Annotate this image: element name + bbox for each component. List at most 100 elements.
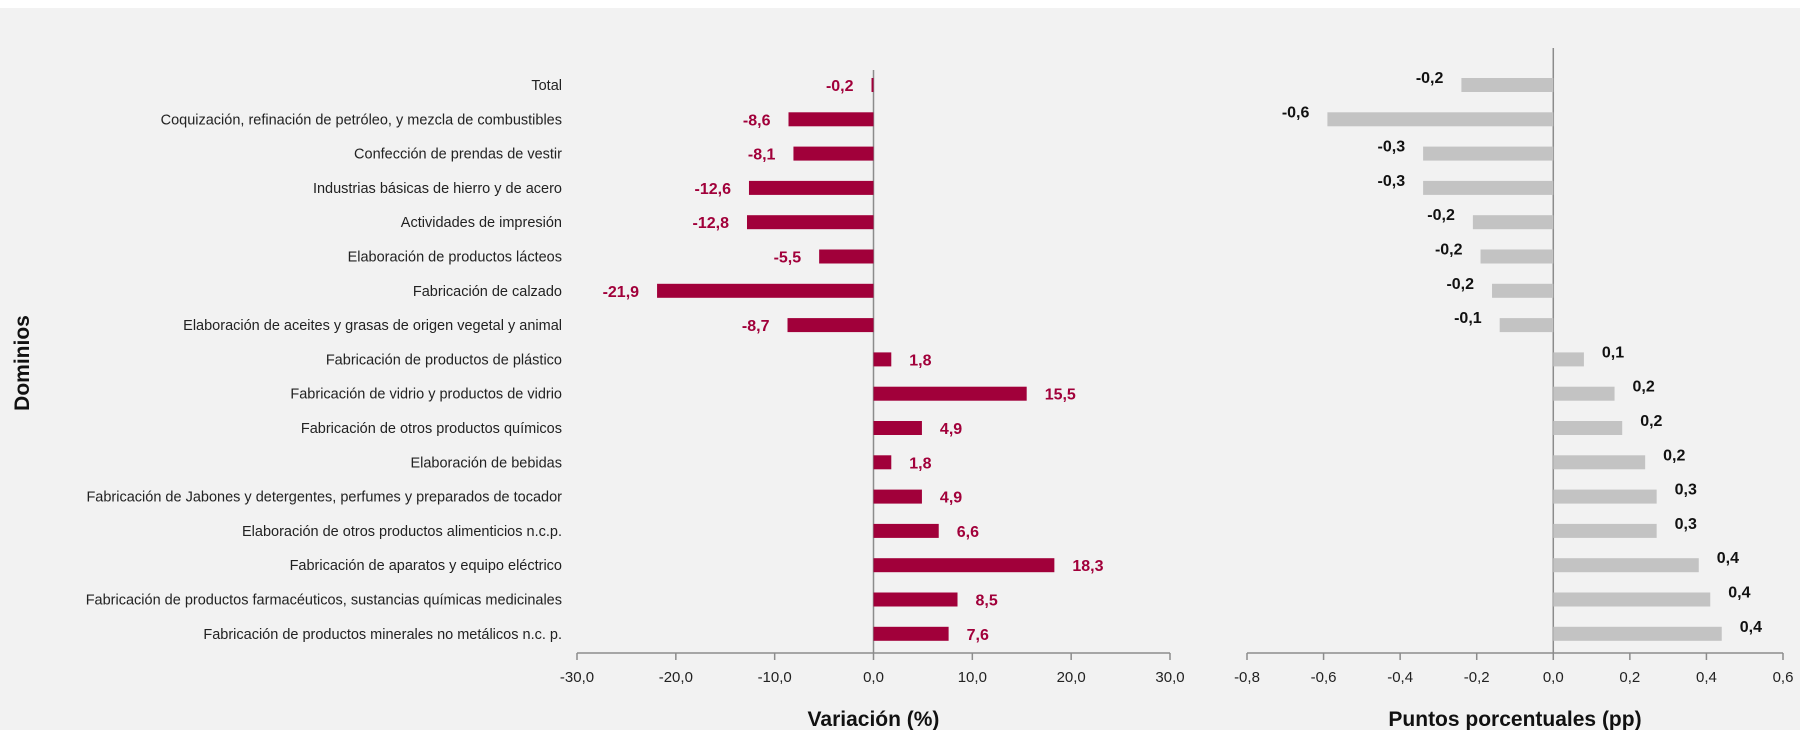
left-bar bbox=[873, 386, 1027, 401]
category-label: Fabricación de aparatos y equipo eléctri… bbox=[290, 558, 562, 574]
right-bar bbox=[1553, 592, 1711, 607]
left-bar bbox=[657, 283, 874, 298]
category-label: Fabricación de Jabones y detergentes, pe… bbox=[86, 490, 562, 506]
right-bar bbox=[1480, 249, 1554, 264]
category-label: Elaboración de otros productos alimentic… bbox=[242, 524, 562, 540]
left-x-tick-label: 10,0 bbox=[958, 669, 987, 686]
right-x-tick-label: 0,6 bbox=[1773, 669, 1794, 686]
right-bar bbox=[1492, 283, 1554, 298]
left-x-tick-label: -10,0 bbox=[758, 669, 792, 686]
category-label: Fabricación de productos farmacéuticos, … bbox=[86, 593, 562, 609]
left-value-label: 6,6 bbox=[957, 524, 979, 541]
chart-canvas: Dominios Total Coquización, refinación de… bbox=[11, 48, 1793, 730]
left-bar bbox=[873, 455, 892, 470]
left-value-label: -5,5 bbox=[774, 250, 802, 267]
right-bar bbox=[1499, 318, 1554, 333]
left-value-label: 1,8 bbox=[909, 352, 931, 369]
left-value-label: 4,9 bbox=[940, 421, 962, 438]
left-bar bbox=[873, 592, 958, 607]
right-x-tick-label: 0,2 bbox=[1619, 669, 1640, 686]
left-value-label: 4,9 bbox=[940, 490, 962, 507]
category-label: Total bbox=[531, 78, 562, 94]
right-x-tick-label: -0,2 bbox=[1464, 669, 1490, 686]
right-x-tick-label: 0,0 bbox=[1543, 669, 1564, 686]
right-value-label: 0,2 bbox=[1663, 447, 1685, 464]
right-value-label: -0,3 bbox=[1378, 173, 1406, 190]
right-bar bbox=[1553, 558, 1699, 573]
left-x-tick-label: -20,0 bbox=[659, 669, 693, 686]
category-label: Actividades de impresión bbox=[401, 215, 562, 231]
right-bar bbox=[1553, 386, 1615, 401]
left-value-label: -0,2 bbox=[826, 78, 854, 95]
category-label: Fabricación de productos minerales no me… bbox=[203, 627, 562, 643]
left-value-label: -12,8 bbox=[693, 215, 730, 232]
category-label: Elaboración de productos lácteos bbox=[348, 250, 562, 266]
right-value-label: -0,2 bbox=[1416, 70, 1444, 87]
left-bar bbox=[873, 421, 922, 435]
left-value-label: 8,5 bbox=[976, 593, 998, 610]
left-bar bbox=[748, 180, 874, 195]
left-bar bbox=[873, 352, 892, 367]
right-x-tick-label: 0,4 bbox=[1696, 669, 1717, 686]
right-bar bbox=[1553, 352, 1584, 367]
left-value-label: -12,6 bbox=[695, 181, 732, 198]
right-value-label: 0,4 bbox=[1728, 585, 1750, 602]
right-value-label: 0,4 bbox=[1717, 550, 1739, 567]
left-bar bbox=[873, 626, 949, 641]
left-value-label: 7,6 bbox=[967, 627, 989, 644]
right-value-label: -0,6 bbox=[1282, 104, 1310, 121]
right-bar bbox=[1472, 215, 1554, 230]
right-bar bbox=[1553, 455, 1646, 470]
left-bar bbox=[873, 558, 1055, 573]
left-x-tick-label: 0,0 bbox=[863, 669, 884, 686]
right-value-label: -0,2 bbox=[1446, 276, 1474, 293]
category-label: Elaboración de bebidas bbox=[410, 455, 562, 471]
category-label: Fabricación de vidrio y productos de vid… bbox=[290, 387, 562, 403]
right-bar bbox=[1461, 78, 1554, 92]
left-bar bbox=[787, 318, 874, 333]
right-value-label: 0,4 bbox=[1740, 619, 1762, 636]
left-value-label: -8,6 bbox=[743, 112, 771, 129]
right-bar bbox=[1423, 180, 1554, 195]
variation-chart: Total Coquización, refinación de petróleo… bbox=[86, 70, 1185, 730]
right-value-label: 0,3 bbox=[1675, 516, 1697, 533]
right-bar bbox=[1553, 421, 1623, 435]
left-bar bbox=[871, 78, 874, 92]
left-x-tick-label: -30,0 bbox=[560, 669, 594, 686]
chart-panel: Dominios Total Coquización, refinación de… bbox=[0, 8, 1800, 730]
y-axis-title: Dominios bbox=[11, 315, 34, 411]
right-value-label: -0,2 bbox=[1435, 242, 1463, 259]
right-value-label: -0,2 bbox=[1427, 207, 1455, 224]
right-value-label: 0,2 bbox=[1633, 379, 1655, 396]
left-value-label: -21,9 bbox=[603, 284, 640, 301]
left-x-axis-title: Variación (%) bbox=[808, 708, 940, 730]
right-bar bbox=[1327, 112, 1554, 127]
left-bar bbox=[873, 489, 922, 504]
right-value-label: 0,1 bbox=[1602, 344, 1624, 361]
right-value-label: 0,3 bbox=[1675, 482, 1697, 499]
right-value-label: -0,1 bbox=[1454, 310, 1482, 327]
left-bar bbox=[746, 215, 874, 230]
right-bar bbox=[1423, 146, 1554, 161]
left-value-label: -8,7 bbox=[742, 318, 770, 335]
left-value-label: -8,1 bbox=[748, 147, 776, 164]
right-bar bbox=[1553, 489, 1657, 504]
category-label: Fabricación de calzado bbox=[413, 284, 562, 300]
left-value-label: 15,5 bbox=[1045, 387, 1076, 404]
right-bar bbox=[1553, 626, 1722, 641]
right-bar bbox=[1553, 523, 1657, 538]
right-x-tick-label: -0,6 bbox=[1311, 669, 1337, 686]
category-label: Confección de prendas de vestir bbox=[354, 147, 562, 163]
contribution-chart: -0,8 -0,6 -0,4 -0,2 0,0 0,2 0,4 0,6 -0,2 -0,6 -0,3… bbox=[1234, 48, 1793, 730]
right-value-label: -0,3 bbox=[1378, 139, 1406, 156]
left-bar bbox=[793, 146, 874, 161]
right-value-label: 0,2 bbox=[1640, 413, 1662, 430]
left-value-label: 18,3 bbox=[1072, 558, 1103, 575]
left-value-label: 1,8 bbox=[909, 455, 931, 472]
left-x-tick-label: 30,0 bbox=[1155, 669, 1184, 686]
right-x-axis-title: Puntos porcentuales (pp) bbox=[1388, 708, 1641, 730]
category-label: Industrias básicas de hierro y de acero bbox=[313, 181, 562, 197]
left-x-tick-label: 20,0 bbox=[1057, 669, 1086, 686]
category-label: Coquización, refinación de petróleo, y m… bbox=[161, 112, 562, 128]
right-x-tick-label: -0,4 bbox=[1387, 669, 1413, 686]
